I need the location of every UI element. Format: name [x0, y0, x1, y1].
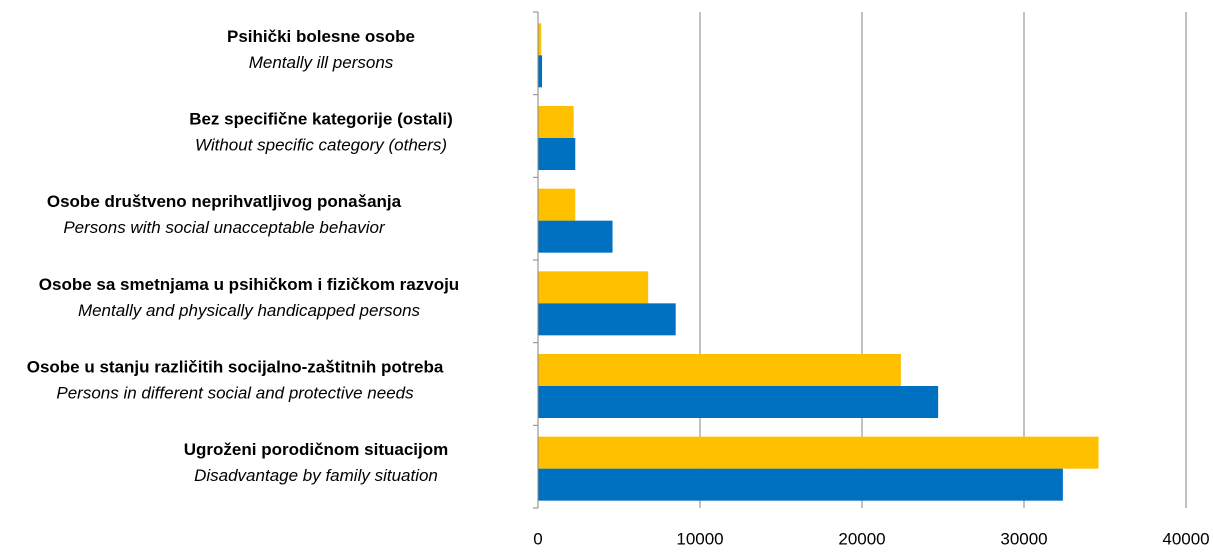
category-translation: Disadvantage by family situation — [194, 466, 438, 485]
bar — [538, 354, 901, 386]
x-tick-label: 10000 — [676, 529, 723, 548]
bar — [538, 386, 939, 418]
bar — [538, 436, 1099, 469]
category-label: Psihički bolesne osobe — [227, 27, 415, 46]
bar — [538, 23, 542, 56]
category-translation: Without specific category (others) — [195, 135, 447, 154]
category-label: Osobe u stanju različitih socijalno-zašt… — [27, 357, 444, 376]
category-translation: Mentally ill persons — [249, 53, 394, 72]
category-label: Osobe sa smetnjama u psihičkom i fizičko… — [39, 275, 459, 294]
x-tick-label: 40000 — [1162, 529, 1209, 548]
bar — [538, 138, 576, 170]
bar — [538, 55, 543, 88]
category-label: Osobe društveno neprihvatljivog ponašanj… — [47, 192, 402, 211]
bar — [538, 468, 1063, 501]
x-tick-label: 20000 — [838, 529, 885, 548]
bar — [538, 106, 574, 138]
bar — [538, 220, 613, 253]
category-label: Ugroženi porodičnom situacijom — [184, 440, 448, 459]
category-translation: Mentally and physically handicapped pers… — [78, 301, 421, 320]
category-translation: Persons with social unacceptable behavio… — [63, 218, 386, 237]
category-label: Bez specifične kategorije (ostali) — [189, 109, 453, 128]
x-tick-label: 0 — [533, 529, 542, 548]
category-translation: Persons in different social and protecti… — [56, 383, 414, 402]
bar — [538, 303, 676, 336]
bar — [538, 188, 576, 221]
x-tick-label: 30000 — [1000, 529, 1047, 548]
bar — [538, 271, 649, 304]
